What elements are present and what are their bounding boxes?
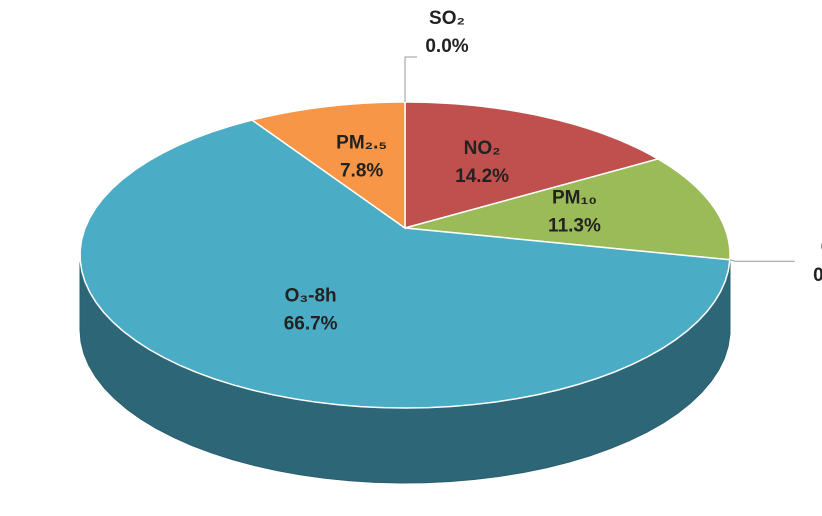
slice-value: 7.8%: [340, 160, 383, 181]
slice-value: 0.0%: [425, 36, 468, 57]
slice-value: 14.2%: [455, 166, 509, 187]
leader-line: [729, 259, 795, 262]
slice-label: PM₂.₅: [336, 132, 387, 153]
slice-label: CO: [821, 237, 822, 258]
pie-slice: [404, 101, 660, 229]
slice-label: PM₁₀: [552, 187, 597, 208]
pie-slice: [404, 158, 731, 261]
slice-label: NO₂: [464, 138, 501, 159]
leader-line: [404, 56, 417, 102]
slice-label: O₃-8h: [285, 285, 337, 306]
slice-label: SO₂: [429, 8, 465, 29]
slice-value: 0.0%: [813, 265, 822, 286]
pie-slice: [250, 101, 406, 230]
slice-value: 11.3%: [548, 215, 601, 236]
slice-value: 66.7%: [284, 313, 338, 334]
pie-slice: [79, 119, 731, 409]
